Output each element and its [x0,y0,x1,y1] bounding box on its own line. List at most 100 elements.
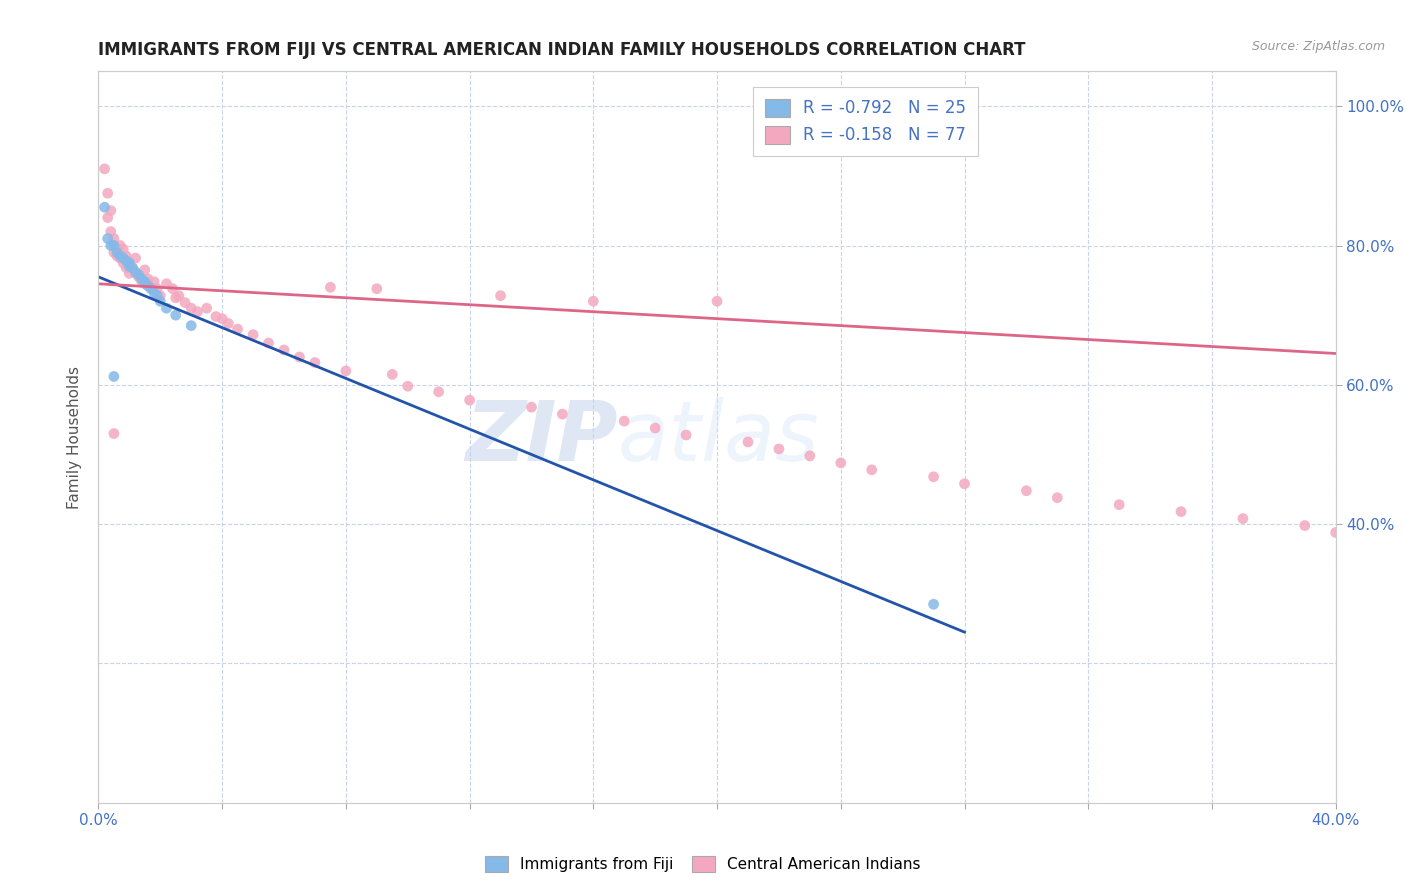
Point [118,256,141,270]
Point [108,238,131,252]
Point [100,203,122,218]
Point [136,272,159,286]
Point [108,249,131,263]
Point [304,355,326,369]
Point [1108,498,1130,512]
Point [100,225,122,239]
Point [131,272,153,286]
Point [288,350,311,364]
Point [134,277,156,291]
Point [551,407,574,421]
Point [155,301,177,316]
Point [174,295,197,310]
Point [128,269,150,284]
Text: ZIP: ZIP [465,397,619,477]
Point [97,231,120,245]
Point [112,256,135,270]
Point [427,384,450,399]
Point [112,251,135,265]
Point [1324,525,1347,540]
Point [118,256,141,270]
Point [706,294,728,309]
Point [115,253,138,268]
Point [381,368,404,382]
Point [134,275,156,289]
Point [105,242,128,256]
Point [1015,483,1038,498]
Point [128,268,150,282]
Point [97,211,120,225]
Point [103,369,125,384]
Point [165,308,187,322]
Point [830,456,852,470]
Point [143,275,166,289]
Point [93,200,115,214]
Point [118,260,141,274]
Point [115,260,138,275]
Point [273,343,295,357]
Point [226,322,249,336]
Point [97,186,120,201]
Point [115,249,138,263]
Point [319,280,342,294]
Point [105,249,128,263]
Point [1170,505,1192,519]
Point [613,414,636,428]
Point [118,266,141,280]
Text: IMMIGRANTS FROM FIJI VS CENTRAL AMERICAN INDIAN FAMILY HOUSEHOLDS CORRELATION CH: IMMIGRANTS FROM FIJI VS CENTRAL AMERICAN… [98,41,1026,59]
Point [103,238,125,252]
Point [768,442,790,456]
Point [121,260,143,275]
Point [205,310,228,324]
Point [335,364,357,378]
Point [1232,511,1254,525]
Point [186,304,208,318]
Text: Source: ZipAtlas.com: Source: ZipAtlas.com [1251,40,1385,54]
Point [396,379,419,393]
Point [112,242,135,256]
Point [124,251,146,265]
Point [737,434,759,449]
Point [121,260,143,275]
Point [860,463,883,477]
Point [139,280,162,294]
Point [149,294,172,309]
Point [146,282,169,296]
Point [922,597,945,611]
Point [799,449,821,463]
Point [124,266,146,280]
Point [489,288,512,302]
Point [105,245,128,260]
Point [103,231,125,245]
Point [108,251,131,265]
Point [143,285,166,300]
Point [675,428,697,442]
Text: atlas: atlas [619,397,820,477]
Point [644,421,666,435]
Point [93,161,115,176]
Point [1294,518,1316,533]
Legend: Immigrants from Fiji, Central American Indians: Immigrants from Fiji, Central American I… [478,848,928,880]
Point [155,277,177,291]
Point [211,311,233,326]
Point [257,336,280,351]
Point [100,238,122,252]
Point [180,301,202,316]
Point [366,282,388,296]
Point [582,294,605,309]
Point [162,282,184,296]
Point [124,265,146,279]
Point [103,238,125,252]
Legend: R = -0.792   N = 25, R = -0.158   N = 77: R = -0.792 N = 25, R = -0.158 N = 77 [754,87,977,156]
Point [146,288,169,302]
Point [458,393,481,408]
Point [103,245,125,260]
Point [195,301,218,316]
Point [180,318,202,333]
Point [139,282,162,296]
Point [134,263,156,277]
Point [1046,491,1069,505]
Point [922,470,945,484]
Point [217,317,239,331]
Point [167,288,190,302]
